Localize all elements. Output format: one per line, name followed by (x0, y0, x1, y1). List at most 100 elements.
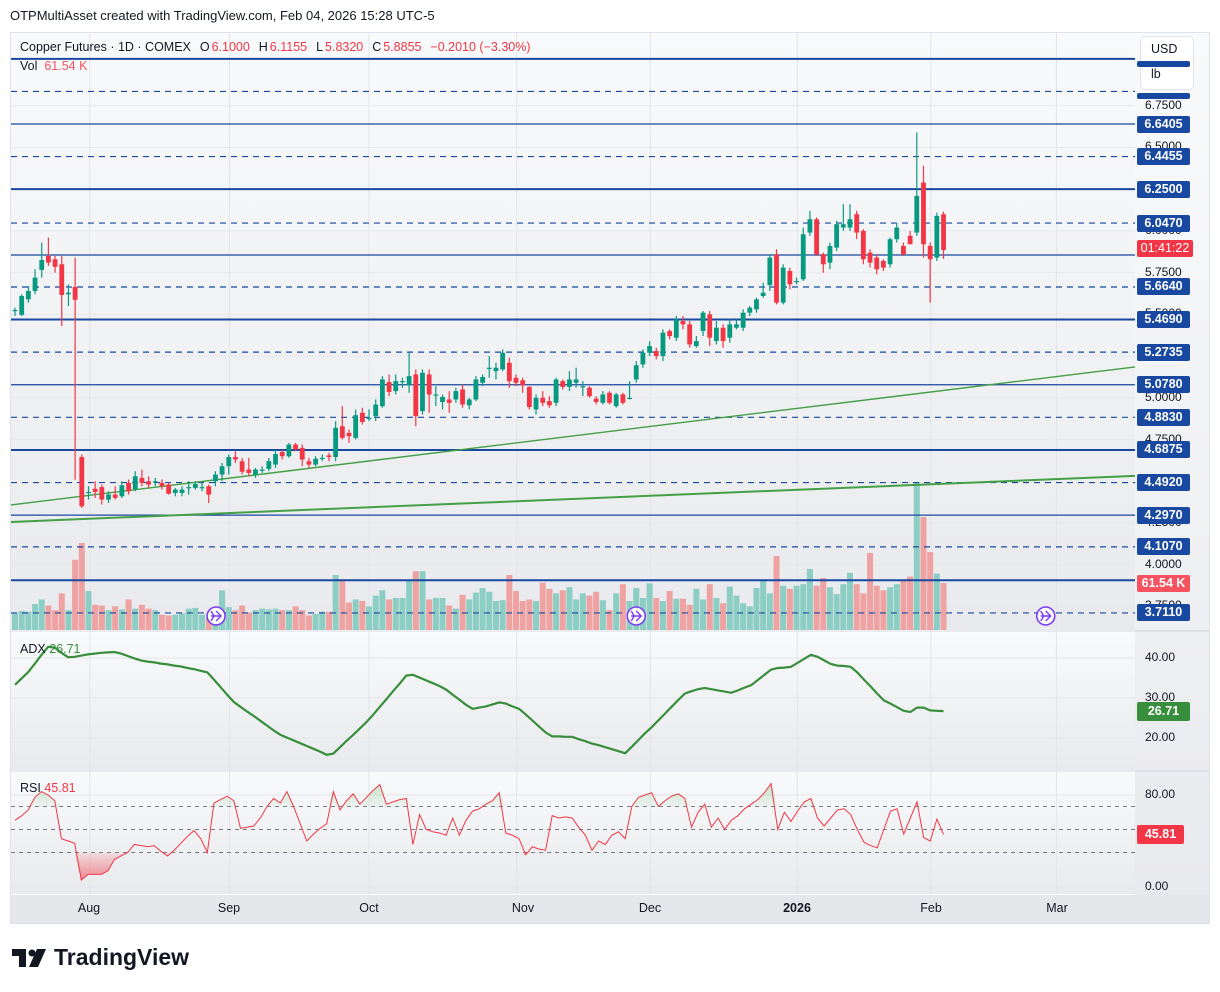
volume-bar (806, 568, 813, 630)
candle-body (486, 367, 492, 369)
candle-body (99, 487, 105, 500)
price-level-label: 4.6875 (1137, 441, 1190, 459)
adx-tick-label: 30.00 (1145, 690, 1176, 704)
candle-body (693, 341, 699, 347)
volume-axis-label: 61.54 K (1137, 575, 1190, 592)
volume-bar (793, 585, 800, 630)
candle-body (847, 219, 853, 228)
candle-body (934, 215, 940, 258)
chart-frame[interactable] (10, 32, 1210, 924)
candle-body (767, 257, 773, 286)
candle-body (433, 394, 439, 396)
volume-bar (826, 587, 833, 630)
main-pane[interactable] (11, 33, 1135, 630)
candle-body (106, 494, 111, 500)
candle-body (213, 474, 218, 482)
rsi-legend[interactable]: RSI 45.81 (20, 781, 76, 795)
candle-body (219, 466, 225, 475)
time-label-nov: Nov (511, 901, 535, 915)
candle-body (152, 481, 158, 483)
candle-body (567, 379, 572, 387)
trendline[interactable] (10, 366, 1136, 506)
candle-body (126, 482, 131, 492)
candle-body (413, 374, 419, 417)
volume-bar (32, 604, 39, 630)
candle-body (293, 444, 298, 450)
candle-body (25, 290, 31, 300)
candle-body (593, 398, 599, 402)
candle-body (12, 310, 18, 312)
volume-bar (25, 611, 32, 630)
unit-label: lb (1151, 67, 1161, 81)
price-axis[interactable] (1135, 33, 1209, 895)
volume-bar (753, 588, 760, 630)
time-label-dec: Dec (638, 901, 662, 915)
candle-body (647, 346, 652, 353)
time-axis[interactable] (11, 895, 1209, 923)
change-value: −0.2010 (−3.30%) (430, 40, 531, 54)
volume-bar (907, 576, 914, 630)
volume-bar (927, 552, 934, 630)
volume-bar (432, 597, 439, 630)
price-level-label (1137, 60, 1190, 67)
adx-legend[interactable]: ADX 26.71 (20, 642, 80, 656)
volume-bar (299, 610, 306, 630)
candle-body (673, 319, 679, 338)
volume-bar (900, 579, 907, 630)
candle-body (540, 397, 546, 403)
volume-legend[interactable]: Vol 61.54 K (20, 59, 87, 73)
candle-body (707, 314, 713, 338)
volume-bar (245, 612, 252, 630)
volume-bar (98, 605, 105, 630)
volume-bar (706, 584, 713, 630)
candle-body (560, 381, 566, 387)
volume-bar (913, 481, 920, 630)
event-arrow-icon (1040, 610, 1052, 622)
rsi-oversold-fill (15, 852, 944, 881)
candle-body (480, 376, 485, 383)
volume-bar (466, 599, 473, 630)
close-value: 5.8855 (383, 40, 422, 54)
candle-body (46, 255, 51, 263)
volume-bar (179, 613, 185, 630)
rsi-axis-label: 45.81 (1137, 825, 1184, 845)
volume-bar (265, 609, 272, 630)
volume-bar (72, 559, 79, 630)
candle-body (653, 351, 659, 357)
candle-body (881, 260, 886, 268)
event-arrow-icon (630, 610, 643, 622)
volume-bar (252, 610, 259, 630)
tradingview-logo[interactable]: TradingView (12, 944, 189, 971)
volume-bar (232, 610, 239, 630)
adx-value: 26.71 (49, 642, 81, 656)
volume-bar (118, 609, 125, 630)
volume-bar (379, 590, 386, 630)
volume-bar (686, 604, 693, 630)
candle-body (907, 235, 913, 245)
candle-body (667, 331, 673, 337)
volume-bar (339, 580, 346, 630)
symbol-legend[interactable]: Copper Futures · 1D · COMEX O 6.1000 H 6.1… (20, 40, 533, 54)
candle-body (159, 482, 165, 487)
trendline[interactable] (10, 474, 1136, 523)
adx-tick-label: 40.00 (1145, 650, 1176, 664)
volume-bar (486, 591, 493, 630)
volume-bar (586, 595, 593, 630)
volume-bar (800, 584, 807, 630)
price-tick-label: 4.0000 (1145, 556, 1182, 571)
candle-body (660, 332, 666, 357)
candle-body (380, 379, 385, 407)
candle-body (266, 461, 272, 469)
volume-bar (65, 610, 72, 630)
candle-body (440, 396, 445, 402)
candle-body (520, 380, 526, 386)
time-label-oct: Oct (359, 901, 379, 915)
adx-pane[interactable] (11, 632, 1135, 770)
volume-bar (940, 583, 947, 630)
candle-body (794, 280, 799, 283)
candle-body (827, 245, 833, 263)
candle-body (587, 387, 592, 397)
rsi-pane[interactable] (11, 772, 1135, 894)
candle-body (132, 476, 138, 490)
